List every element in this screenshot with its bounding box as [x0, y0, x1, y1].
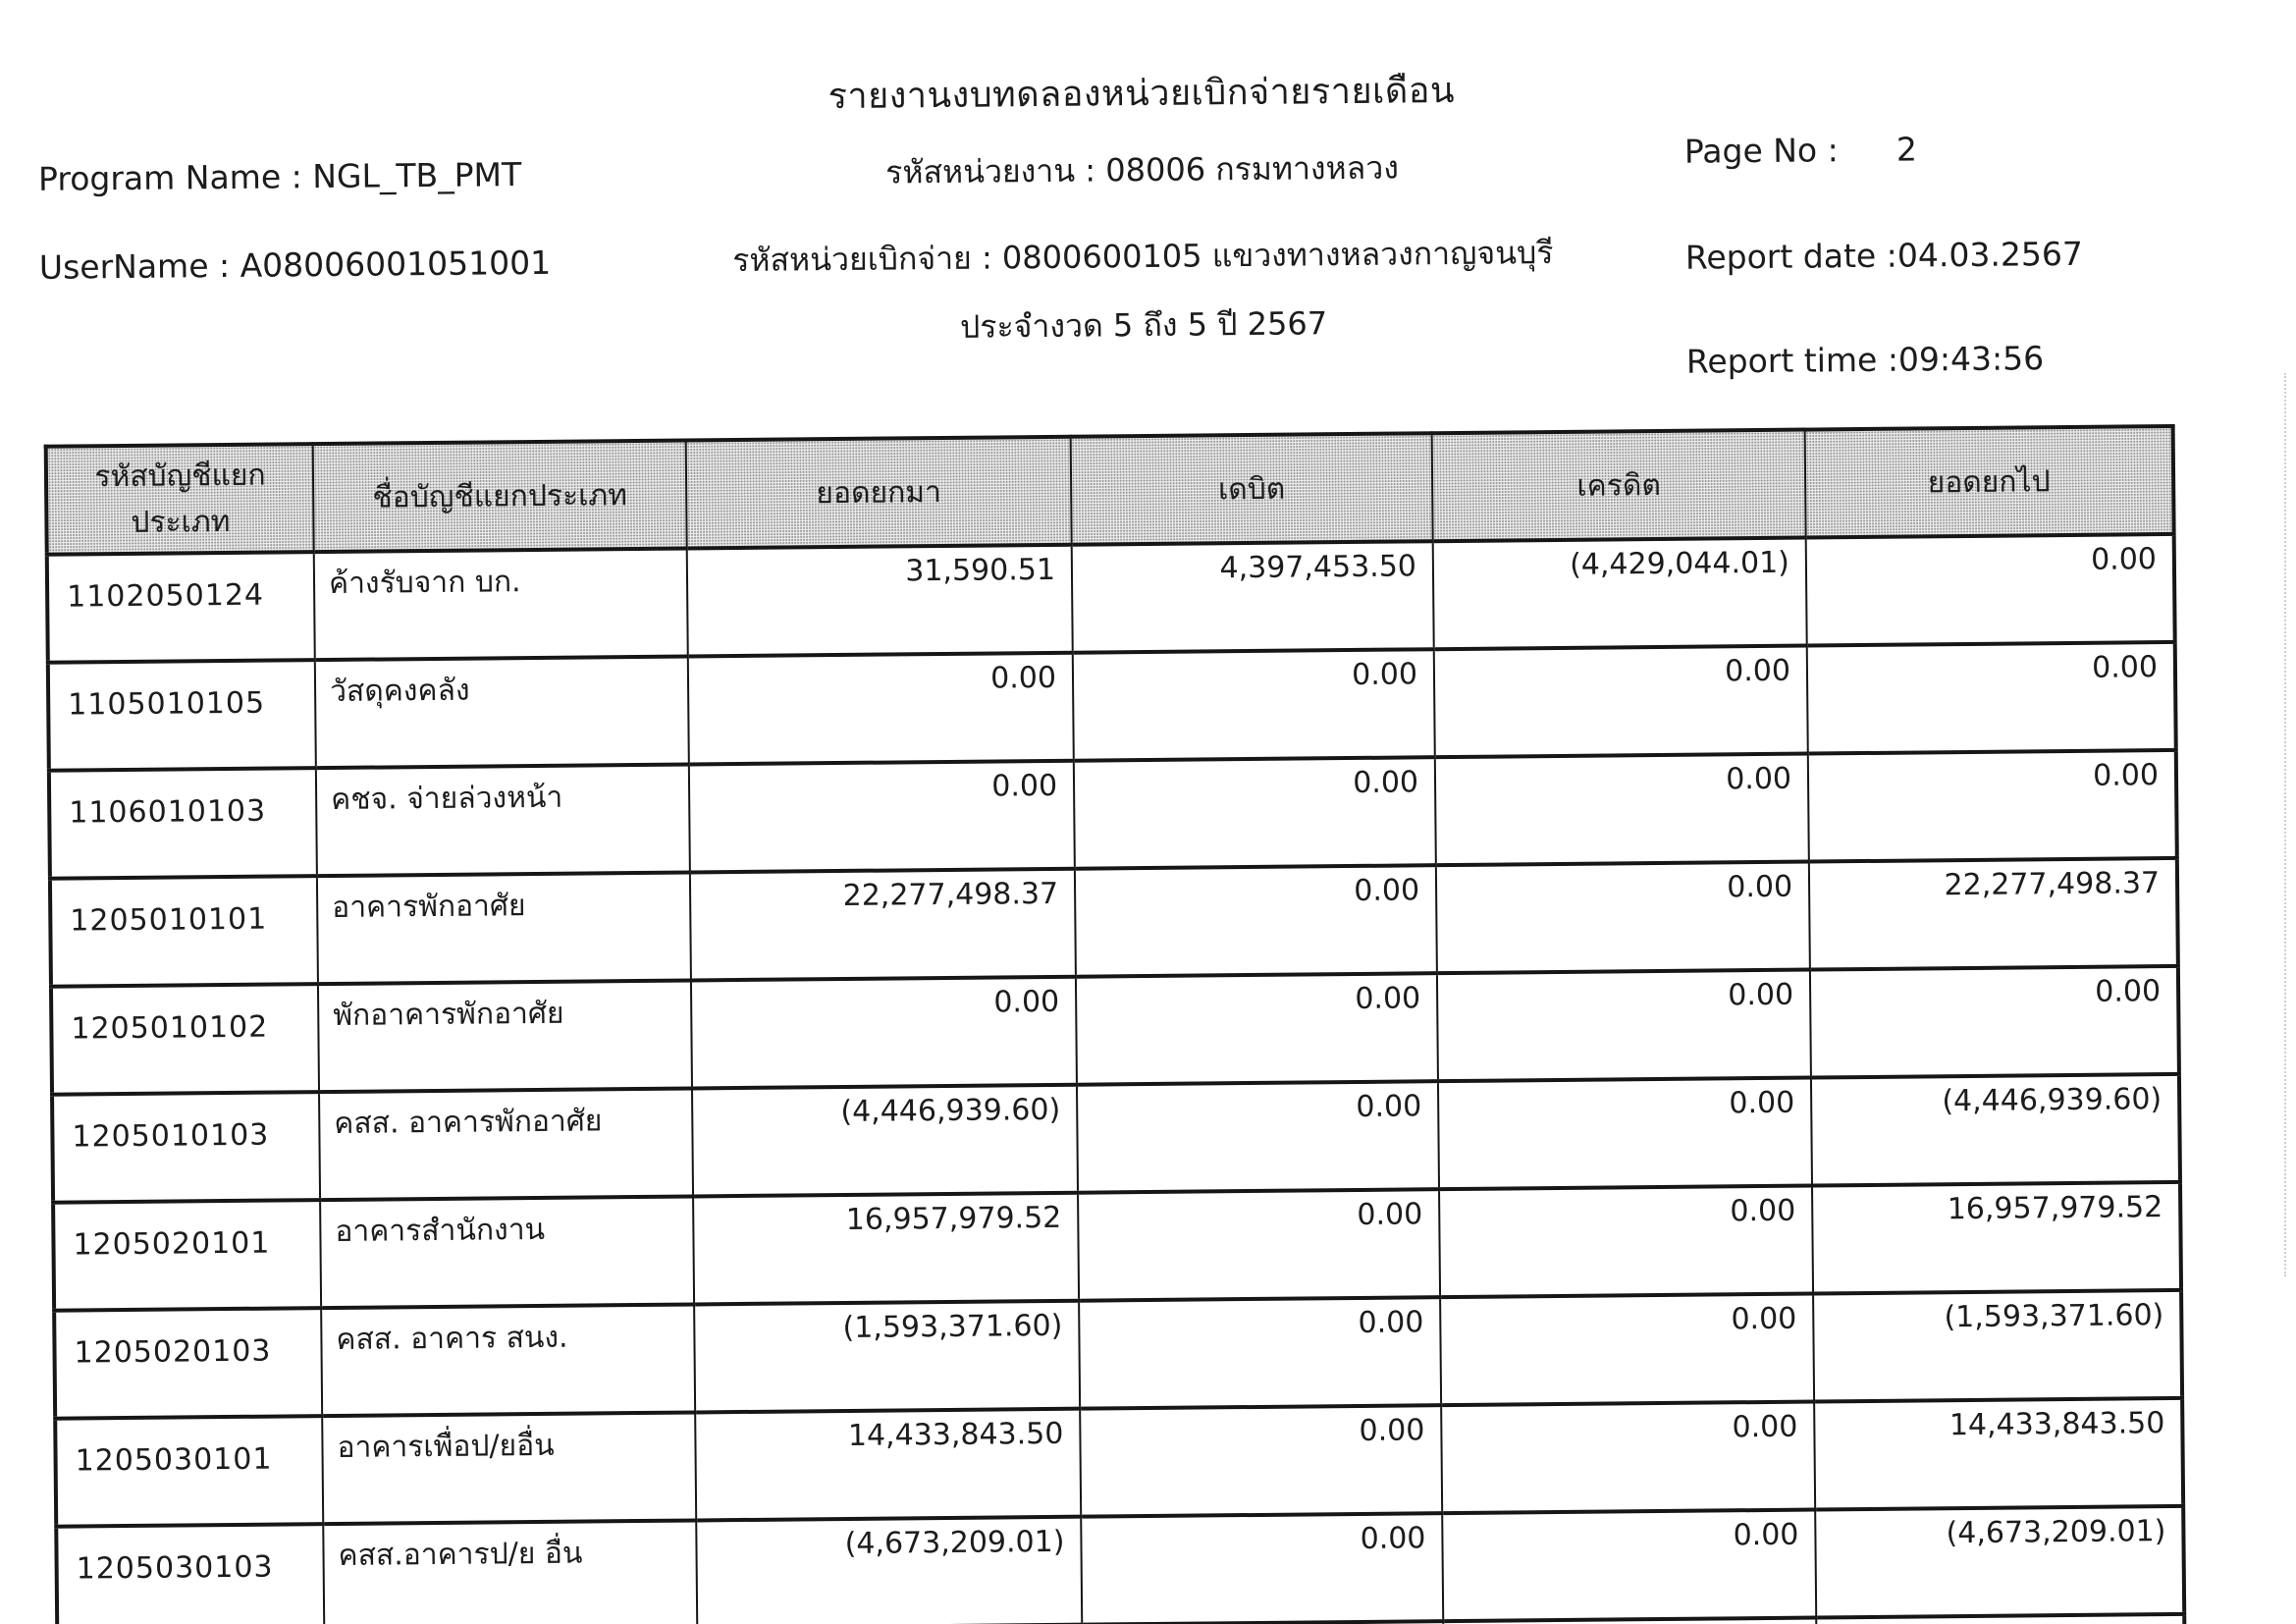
- table-row: 1205010102 พักอาคารพักอาศัย 0.00 0.00 0.00 0.…: [50, 965, 2179, 1095]
- report-time-value: 09:43:56: [1897, 339, 2045, 379]
- account-code-cell: 1205010102: [50, 984, 320, 1095]
- account-name-cell: คสส.อาคารป/ย อื่น: [323, 1520, 698, 1624]
- opening-balance-cell: (1,593,371.60): [694, 1300, 1081, 1413]
- column-header-closing-balance: ยอดยกไป: [1804, 425, 2174, 538]
- account-code-cell: 1105010105: [47, 660, 316, 771]
- account-name-cell: อาคารพักอาศัย: [316, 872, 691, 985]
- table-row: 1205010103 คสส. อาคารพักอาศัย (4,446,939.6…: [52, 1073, 2180, 1203]
- opening-balance-cell: 16,957,979.52: [693, 1192, 1080, 1305]
- column-header-debit: เดบิต: [1070, 433, 1433, 545]
- report-time-label: Report time :: [1685, 340, 1899, 381]
- closing-balance-cell: 0.00: [1806, 641, 2176, 754]
- report-date-value: 04.03.2567: [1896, 234, 2084, 275]
- debit-cell: 0.00: [1075, 973, 1438, 1085]
- credit-cell: 0.00: [1433, 645, 1808, 758]
- agency-code-line: รหัสหน่วยงาน : 08006 กรมทางหลวง: [885, 148, 1400, 191]
- column-header-account-name: ชื่อบัญชีแยกประเภท: [312, 440, 687, 553]
- table-row: 1102050124 ค้างรับจาก บก. 31,590.51 4,397,4…: [46, 533, 2175, 663]
- account-code-cell: 1205030101: [55, 1416, 324, 1527]
- credit-cell: 0.00: [1440, 1293, 1815, 1406]
- account-name-cell: คสส. อาคารพักอาศัย: [319, 1088, 694, 1201]
- closing-balance-cell: (1,593,371.60): [1813, 1289, 2183, 1402]
- opening-balance-cell: 0.00: [688, 760, 1075, 873]
- closing-balance-cell: 0.00: [1807, 749, 2177, 862]
- report-date-label: Report date :: [1684, 236, 1898, 277]
- debit-cell: 0.00: [1081, 1513, 1444, 1624]
- credit-cell: 0.00: [1435, 861, 1810, 974]
- page-no-value: 2: [1896, 130, 1918, 169]
- account-name-cell: คสส. อาคาร สนง.: [321, 1304, 696, 1417]
- debit-cell: 0.00: [1076, 1081, 1440, 1193]
- page-no-line: Page No : 2: [1683, 130, 1917, 171]
- opening-balance-cell: 22,277,498.37: [689, 868, 1076, 981]
- table-body: 1102050124 ค้างรับจาก บก. 31,590.51 4,397,4…: [46, 533, 2187, 1624]
- opening-balance-cell: 0.00: [687, 652, 1074, 765]
- account-name-cell: อาคารเพื่อป/ยอื่น: [322, 1412, 697, 1525]
- table-header-row: รหัสบัญชีแยกประเภท ชื่อบัญชีแยกประเภท ยอ…: [45, 425, 2174, 555]
- account-code-cell: 1205020103: [54, 1308, 323, 1419]
- column-header-opening-balance: ยอดยกมา: [685, 436, 1072, 549]
- debit-cell: 0.00: [1072, 649, 1435, 761]
- opening-balance-cell: 31,590.51: [686, 544, 1073, 657]
- account-code-cell: 1205010101: [49, 876, 318, 987]
- closing-balance-cell: 16,957,979.52: [1812, 1181, 2182, 1294]
- debit-cell: 0.00: [1078, 1189, 1441, 1301]
- table-row: 1205030101 อาคารเพื่อป/ยอื่น 14,433,843.50…: [55, 1397, 2184, 1527]
- table-row: 1106010103 คชจ. จ่ายล่วงหน้า 0.00 0.00 0.00 0…: [48, 749, 2177, 879]
- account-code-cell: 1205020101: [53, 1200, 322, 1311]
- account-name-cell: พักอาคารพักอาศัย: [317, 980, 692, 1093]
- closing-balance-cell: 0.00: [1805, 533, 2175, 646]
- account-code-cell: 1106010103: [48, 768, 317, 879]
- table-row: 1205020103 คสส. อาคาร สนง. (1,593,371.60) 0…: [54, 1289, 2183, 1419]
- column-header-credit: เครดิต: [1431, 429, 1806, 542]
- trial-balance-table: รหัสบัญชีแยกประเภท ชื่อบัญชีแยกประเภท ยอ…: [43, 423, 2189, 1624]
- account-name-cell: คชจ. จ่ายล่วงหน้า: [315, 764, 690, 877]
- account-name-cell: ค้างรับจาก บก.: [313, 548, 688, 661]
- report-date-line: Report date : 04.03.2567: [1684, 235, 2083, 277]
- account-name-cell: วัสดุคงคลัง: [314, 656, 689, 769]
- table-row: 1205020101 อาคารสำนักงาน 16,957,979.52 0.00…: [53, 1181, 2182, 1311]
- scanner-edge-artifact: [2284, 373, 2286, 1276]
- column-header-account-code: รหัสบัญชีแยกประเภท: [45, 444, 314, 555]
- report-title: รายงานงบทดลองหน่วยเบิกจ่ายรายเดือน: [828, 70, 1456, 118]
- debit-cell: 0.00: [1079, 1297, 1442, 1409]
- trial-balance-table-wrapper: รหัสบัญชีแยกประเภท ชื่อบัญชีแยกประเภท ยอ…: [43, 423, 2189, 1624]
- closing-balance-cell: 14,433,843.50: [1814, 1397, 2184, 1510]
- table-row: 1105010105 วัสดุคงคลัง 0.00 0.00 0.00 0.00: [47, 641, 2176, 771]
- account-code-cell: 1102050124: [46, 552, 315, 663]
- closing-balance-cell: (4,446,939.60): [1810, 1073, 2180, 1186]
- account-code-cell: 1205030103: [56, 1524, 325, 1624]
- report-time-line: Report time : 09:43:56: [1685, 339, 2045, 381]
- account-code-cell: 1205010103: [52, 1092, 321, 1203]
- credit-cell: 0.00: [1436, 969, 1811, 1082]
- debit-cell: 0.00: [1073, 757, 1436, 869]
- closing-balance-cell: 0.00: [1809, 965, 2179, 1078]
- credit-cell: 0.00: [1439, 1185, 1814, 1298]
- table-row: 1205010101 อาคารพักอาศัย 22,277,498.37 0.00…: [49, 857, 2178, 987]
- credit-cell: (4,429,044.01): [1432, 537, 1807, 650]
- account-name-cell: อาคารสำนักงาน: [320, 1196, 695, 1309]
- debit-cell: 0.00: [1074, 865, 1437, 977]
- table-row: 1205030103 คสส.อาคารป/ย อื่น (4,673,209.01…: [56, 1505, 2185, 1624]
- debit-cell: 4,397,453.50: [1071, 541, 1434, 653]
- opening-balance-cell: 14,433,843.50: [695, 1408, 1082, 1521]
- opening-balance-cell: 0.00: [690, 976, 1077, 1089]
- closing-balance-cell: (4,673,209.01): [1815, 1505, 2185, 1618]
- credit-cell: 0.00: [1437, 1077, 1813, 1190]
- opening-balance-cell: (4,446,939.60): [691, 1084, 1079, 1197]
- closing-balance-cell: 22,277,498.37: [1808, 857, 2178, 970]
- debit-cell: 0.00: [1080, 1405, 1443, 1517]
- page-no-label: Page No :: [1683, 131, 1839, 171]
- credit-cell: 0.00: [1434, 753, 1809, 866]
- credit-cell: 0.00: [1441, 1401, 1816, 1514]
- credit-cell: 0.00: [1442, 1509, 1817, 1622]
- opening-balance-cell: (4,673,209.01): [696, 1516, 1083, 1624]
